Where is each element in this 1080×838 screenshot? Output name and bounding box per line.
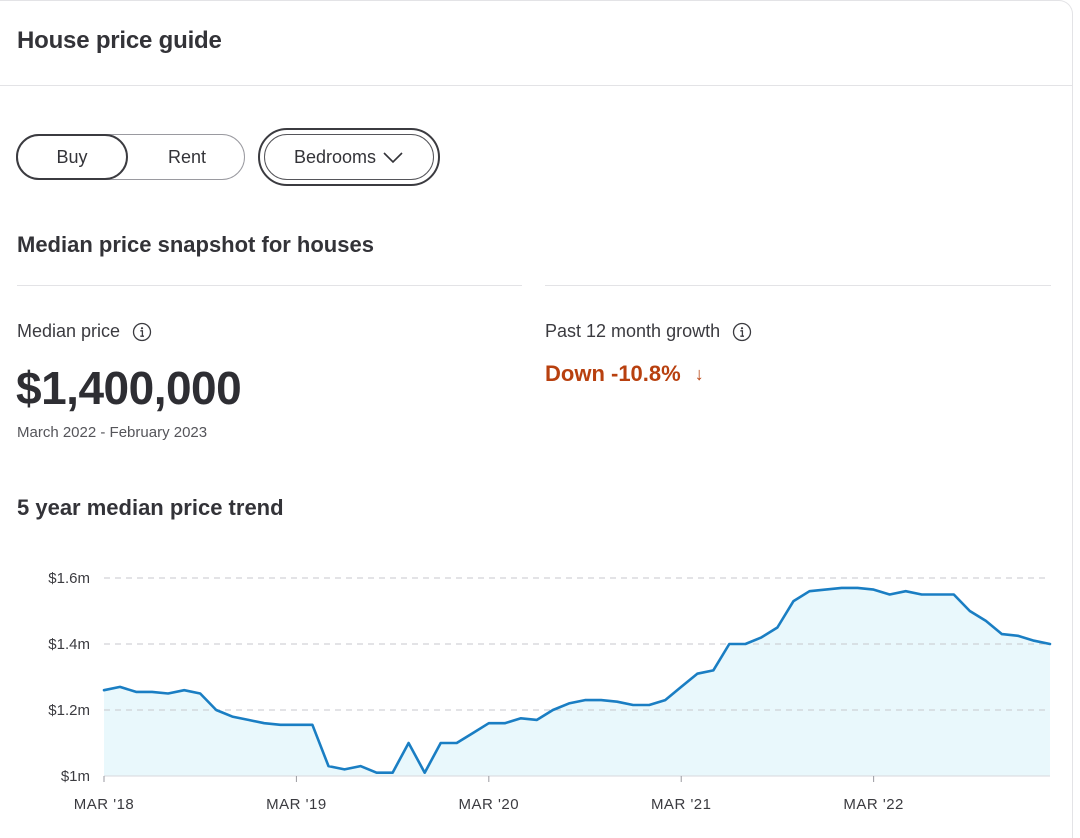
growth-value-row: Down -10.8% ↓ <box>545 361 704 387</box>
y-tick-label: $1m <box>61 768 90 785</box>
price-trend-chart: $1m $1.2m $1.4m $1.6m MAR '18 MAR '19 MAR '20 M… <box>48 570 1052 811</box>
buy-rent-toggle: Buy Rent <box>16 134 245 180</box>
y-tick-label: $1.2m <box>48 702 90 719</box>
growth-label-row: Past 12 month growth <box>545 321 752 342</box>
x-tick-label: MAR '18 <box>74 796 135 811</box>
price-line <box>102 586 1052 774</box>
card-header: House price guide <box>0 1 1072 86</box>
x-tick-label: MAR '22 <box>843 796 904 811</box>
growth-value: Down -10.8% <box>545 361 681 386</box>
median-price-label-row: Median price <box>17 321 152 342</box>
rent-option[interactable]: Rent <box>167 147 207 167</box>
y-tick-label: $1.6m <box>48 570 90 587</box>
x-tick-label: MAR '19 <box>266 796 327 811</box>
divider-right <box>545 285 1051 286</box>
bedrooms-dropdown[interactable]: Bedrooms <box>258 128 440 186</box>
buy-option[interactable]: Buy <box>16 134 128 180</box>
x-tick-label: MAR '20 <box>459 796 520 811</box>
price-area <box>104 587 1050 776</box>
median-price-label: Median price <box>17 321 121 341</box>
info-icon[interactable] <box>732 322 752 342</box>
snapshot-title: Median price snapshot for houses <box>17 232 374 257</box>
down-arrow-icon: ↓ <box>694 363 704 384</box>
x-tick-label: MAR '21 <box>651 796 712 811</box>
card-title: House price guide <box>17 27 222 54</box>
divider-left <box>17 285 522 286</box>
median-price-period: March 2022 - February 2023 <box>17 424 208 441</box>
bedrooms-label: Bedrooms <box>293 146 377 167</box>
y-tick-label: $1.4m <box>48 636 90 653</box>
bedrooms-dropdown-inner: Bedrooms <box>264 134 434 180</box>
trend-title: 5 year median price trend <box>17 495 284 520</box>
growth-label: Past 12 month growth <box>545 321 721 341</box>
chevron-down-icon <box>383 152 403 164</box>
info-icon[interactable] <box>132 322 152 342</box>
median-price-value: $1,400,000 <box>16 362 242 414</box>
